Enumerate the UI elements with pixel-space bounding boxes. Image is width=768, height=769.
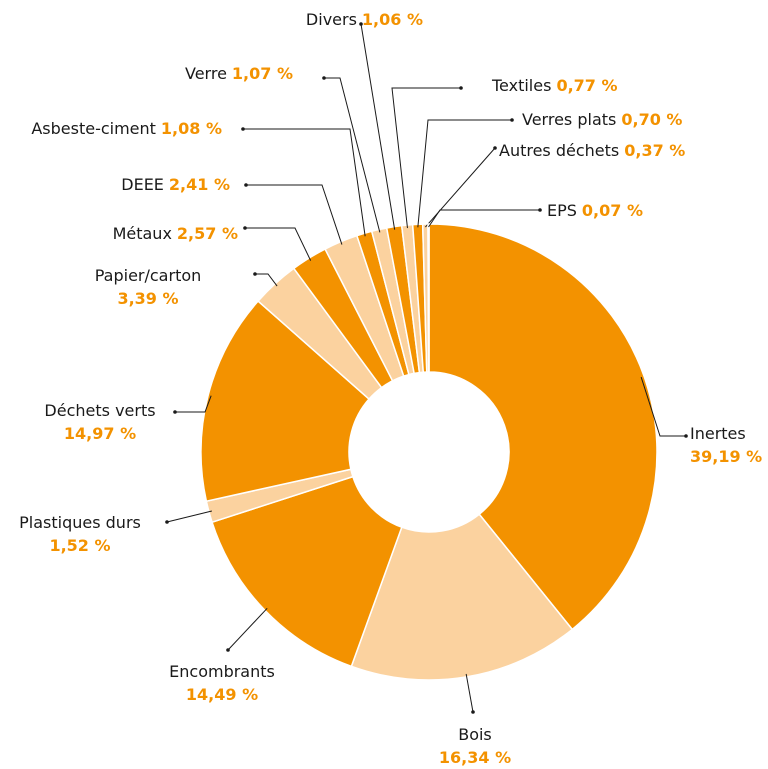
slice-label: Inertes 39,19 % <box>690 424 762 466</box>
slice-label: Verres plats 0,70 % <box>522 110 682 129</box>
slice-value: 0,07 % <box>582 201 643 220</box>
leader-dot <box>538 208 542 212</box>
leader-line <box>465 673 474 713</box>
slice-label: Métaux 2,57 % <box>113 224 238 243</box>
leader-line <box>227 607 268 651</box>
slice-name: Divers <box>306 10 357 29</box>
leader-line <box>640 376 686 437</box>
leader-line <box>360 23 396 230</box>
slice-name: Papier/carton <box>95 266 202 285</box>
slice-value: 1,52 % <box>49 536 110 555</box>
slice-name: Verres plats <box>522 110 616 129</box>
slice-label: Verre 1,07 % <box>185 64 293 83</box>
leader-line <box>245 227 312 261</box>
slice-name: EPS <box>547 201 577 220</box>
leader-dot <box>471 710 475 714</box>
slice-name: Métaux <box>113 224 172 243</box>
leader-line <box>166 510 212 523</box>
slice-name: Asbeste-ciment <box>31 119 156 138</box>
slice-label: EPS 0,07 % <box>547 201 643 220</box>
slice-name: Encombrants <box>169 662 275 681</box>
leader-dot <box>165 520 169 524</box>
leader-dot <box>244 183 248 187</box>
slice-label: Autres déchets 0,37 % <box>499 141 685 160</box>
slice-name: Autres déchets <box>499 141 619 160</box>
slice-value: 1,06 % <box>362 10 423 29</box>
donut-slice <box>428 223 658 631</box>
slice-name: Déchets verts <box>44 401 155 420</box>
leader-dot <box>510 118 514 122</box>
leader-dot <box>243 226 247 230</box>
slice-label: Papier/carton 3,39 % <box>95 266 202 308</box>
slice-name: Plastiques durs <box>19 513 141 532</box>
slice-name: Inertes <box>690 424 746 443</box>
leader-line <box>246 184 343 245</box>
slice-value: 1,08 % <box>161 119 222 138</box>
leader-line <box>417 119 512 228</box>
slice-label: Divers 1,06 % <box>306 10 423 29</box>
slice-value: 0,77 % <box>556 76 617 95</box>
slice-label: Bois 16,34 % <box>439 725 511 767</box>
slice-label: DEEE 2,41 % <box>121 175 230 194</box>
donut-slice <box>200 300 371 503</box>
slice-value: 1,07 % <box>232 64 293 83</box>
slice-label: Plastiques durs 1,52 % <box>19 513 141 555</box>
leader-line <box>324 77 381 233</box>
slice-label: Textiles 0,77 % <box>491 76 618 95</box>
slice-name: Bois <box>458 725 492 744</box>
slice-value: 0,37 % <box>624 141 685 160</box>
slice-name: Verre <box>185 64 227 83</box>
slice-value: 3,39 % <box>117 289 178 308</box>
leader-line <box>255 273 278 287</box>
slice-label: Déchets verts 14,97 % <box>44 401 155 443</box>
slice-label: Encombrants 14,49 % <box>169 662 275 704</box>
leader-line <box>425 147 496 228</box>
leader-dot <box>253 272 257 276</box>
leader-dot <box>322 76 326 80</box>
leader-dot <box>173 410 177 414</box>
leader-line <box>428 209 540 228</box>
slice-value: 2,41 % <box>169 175 230 194</box>
leader-dot <box>459 86 463 90</box>
donut-slice <box>427 223 430 373</box>
leader-dot <box>359 22 363 26</box>
donut-slice <box>211 475 403 668</box>
slice-name: Textiles <box>491 76 551 95</box>
leader-dot <box>684 434 688 438</box>
slice-value: 2,57 % <box>177 224 238 243</box>
leader-line <box>391 87 461 229</box>
slice-value: 0,70 % <box>621 110 682 129</box>
slice-value: 16,34 % <box>439 748 511 767</box>
leader-dot <box>226 648 230 652</box>
leader-dot <box>493 146 497 150</box>
donut-slice <box>350 513 574 681</box>
slice-value: 39,19 % <box>690 447 762 466</box>
leader-line <box>243 128 366 237</box>
slice-label: Asbeste-ciment 1,08 % <box>31 119 222 138</box>
slice-value: 14,49 % <box>186 685 258 704</box>
leader-line <box>175 395 212 413</box>
slice-value: 14,97 % <box>64 424 136 443</box>
leader-dot <box>241 127 245 131</box>
slice-name: DEEE <box>121 175 164 194</box>
